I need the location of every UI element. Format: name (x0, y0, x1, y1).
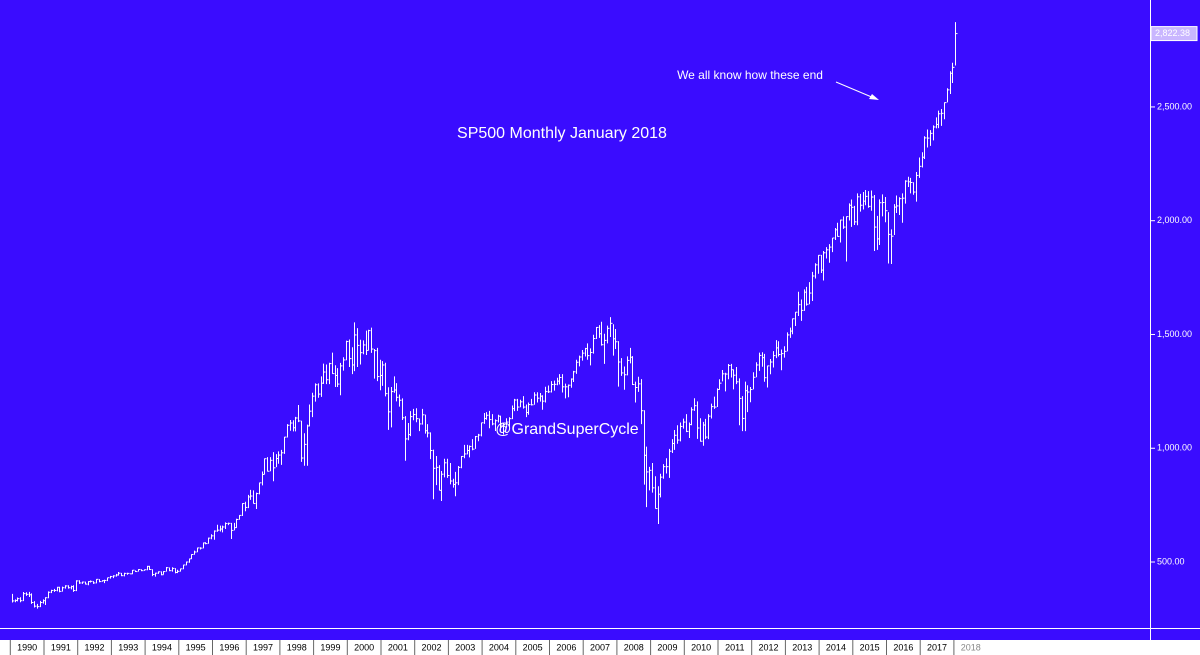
y-tick-label: 1,000.00 (1157, 443, 1192, 453)
x-tick-label: 1992 (85, 642, 105, 652)
x-tick-label: 2015 (860, 642, 880, 652)
watermark: @GrandSuperCycle (495, 421, 639, 438)
x-tick-label: 2018 (961, 642, 981, 652)
x-tick-label: 1998 (287, 642, 307, 652)
x-tick-label: 1993 (118, 642, 138, 652)
y-tick-label: 500.00 (1157, 556, 1185, 566)
x-tick-label: 2007 (590, 642, 610, 652)
x-tick-label: 2010 (691, 642, 711, 652)
y-tick-label: 2,000.00 (1157, 215, 1192, 225)
x-tick-label: 2003 (455, 642, 475, 652)
x-tick-label: 1995 (186, 642, 206, 652)
x-tick-label: 2002 (422, 642, 442, 652)
x-tick-label: 1996 (219, 642, 239, 652)
x-tick-label: 2005 (523, 642, 543, 652)
x-tick-label: 1997 (253, 642, 273, 652)
last-price-box (1150, 26, 1198, 42)
x-tick-label: 2008 (624, 642, 644, 652)
x-tick-label: 2017 (927, 642, 947, 652)
chart-title: SP500 Monthly January 2018 (457, 125, 667, 142)
annotation: We all know how these end (677, 68, 823, 82)
x-tick-label: 1994 (152, 642, 172, 652)
x-tick-label: 2009 (657, 642, 677, 652)
x-tick-label: 2013 (792, 642, 812, 652)
x-tick-label: 2014 (826, 642, 846, 652)
x-tick-label: 2006 (556, 642, 576, 652)
x-tick-label: 2004 (489, 642, 509, 652)
last-price-label: 2,822.38 (1155, 28, 1190, 38)
x-tick-label: 1991 (51, 642, 71, 652)
annotation-arrow (835, 81, 875, 99)
x-tick-label: 2011 (725, 642, 744, 652)
x-tick-label: 2001 (388, 642, 408, 652)
x-axis-strip (0, 640, 1200, 655)
x-tick-label: 1999 (320, 642, 340, 652)
x-tick-label: 2000 (354, 642, 374, 652)
x-tick-label: 2016 (893, 642, 913, 652)
annotation-arrowhead (869, 94, 879, 100)
y-tick-label: 2,500.00 (1157, 101, 1192, 111)
x-tick-label: 1990 (17, 642, 37, 652)
x-tick-label: 2012 (759, 642, 779, 652)
y-tick-label: 1,500.00 (1157, 329, 1192, 339)
